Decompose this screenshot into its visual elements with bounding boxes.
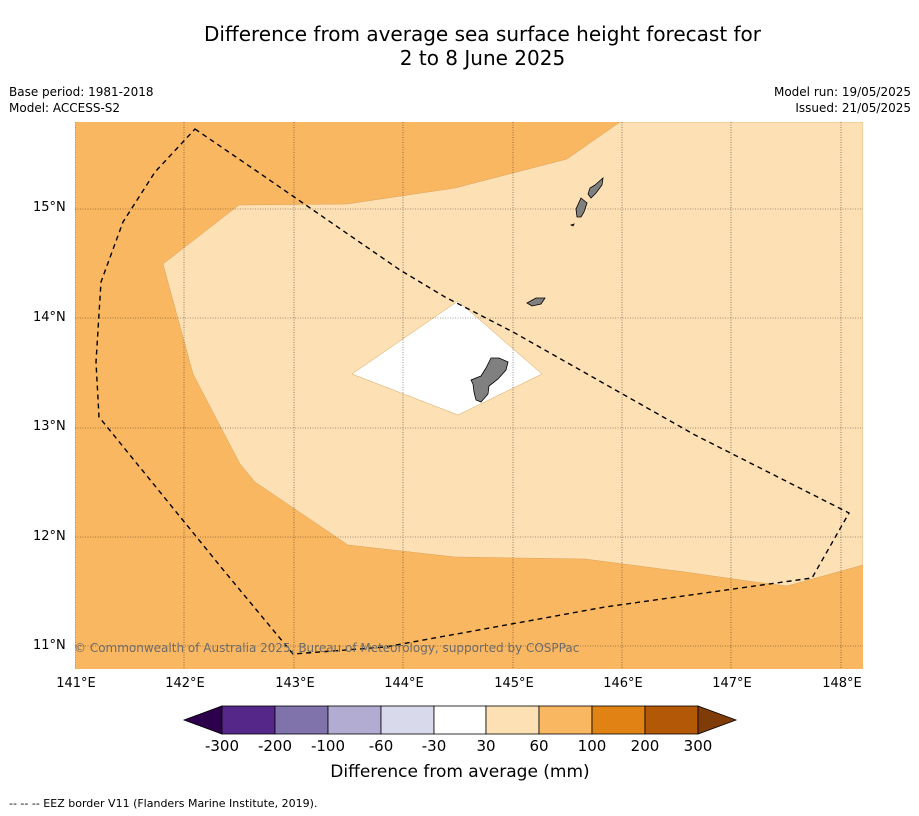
lat-label-13n: 13°N bbox=[33, 419, 66, 434]
lon-label-142e: 142°E bbox=[165, 676, 205, 691]
model-name: Model: ACCESS-S2 bbox=[9, 101, 121, 115]
colorbar-cell-100-200 bbox=[591, 705, 646, 735]
lon-label-148e: 148°E bbox=[822, 676, 862, 691]
grid-lines bbox=[75, 122, 863, 669]
colorbar-cell-above-300 bbox=[697, 705, 738, 735]
meta-left: Base period: 1981-2018 Model: ACCESS-S2 bbox=[9, 84, 154, 116]
colorbar bbox=[182, 705, 738, 735]
eez-border bbox=[95, 128, 850, 655]
lon-label-145e: 145°E bbox=[494, 676, 534, 691]
title-line-2: 2 to 8 June 2025 bbox=[399, 46, 566, 70]
copyright-text: © Commonwealth of Australia 2025, Bureau… bbox=[74, 641, 580, 655]
island-tinian bbox=[575, 197, 588, 218]
colorbar-tick: -300 bbox=[204, 737, 240, 755]
title-line-1: Difference from average sea surface heig… bbox=[203, 22, 762, 46]
lon-label-146e: 146°E bbox=[603, 676, 643, 691]
lon-label-141e: 141°E bbox=[56, 676, 96, 691]
lon-label-143e: 143°E bbox=[275, 676, 315, 691]
lat-label-15n: 15°N bbox=[33, 200, 66, 215]
map-title: Difference from average sea surface heig… bbox=[0, 22, 919, 70]
colorbar-cell-30-60 bbox=[485, 705, 540, 735]
lat-label-14n: 14°N bbox=[33, 310, 66, 325]
island-aguijan bbox=[569, 223, 575, 227]
colorbar-tick: -100 bbox=[310, 737, 346, 755]
colorbar-cell-60-100 bbox=[538, 705, 593, 735]
colorbar-tick: 200 bbox=[630, 737, 660, 755]
lat-label-11n: 11°N bbox=[33, 638, 66, 653]
colorbar-cell-200-300 bbox=[644, 705, 699, 735]
colorbar-tick: 300 bbox=[683, 737, 713, 755]
base-period: Base period: 1981-2018 bbox=[9, 85, 154, 99]
issued-date: Issued: 21/05/2025 bbox=[795, 101, 911, 115]
colorbar-tick: 60 bbox=[529, 737, 549, 755]
colorbar-tick: -30 bbox=[421, 737, 447, 755]
meta-right: Model run: 19/05/2025 Issued: 21/05/2025 bbox=[774, 84, 911, 116]
colorbar-cell-below-300 bbox=[182, 705, 223, 735]
colorbar-tick: 30 bbox=[476, 737, 496, 755]
model-run: Model run: 19/05/2025 bbox=[773, 85, 911, 99]
colorbar-tick: -60 bbox=[368, 737, 394, 755]
colorbar-cell-200-100 bbox=[274, 705, 329, 735]
footnote-eez: -- -- -- EEZ border V11 (Flanders Marine… bbox=[9, 797, 318, 810]
colorbar-cell-100-60 bbox=[327, 705, 382, 735]
map-area bbox=[75, 122, 863, 669]
island-saipan bbox=[587, 176, 604, 199]
colorbar-tick: 100 bbox=[577, 737, 607, 755]
colorbar-cell-300-200 bbox=[221, 705, 276, 735]
colorbar-label: Difference from average (mm) bbox=[330, 762, 590, 782]
lat-label-12n: 12°N bbox=[33, 529, 66, 544]
colorbar-cell-60-30 bbox=[380, 705, 435, 735]
island-guam bbox=[470, 357, 509, 403]
colorbar-tick: -200 bbox=[257, 737, 293, 755]
islands bbox=[470, 176, 604, 403]
lon-label-147e: 147°E bbox=[712, 676, 752, 691]
neutral-region bbox=[351, 300, 543, 416]
island-rota bbox=[526, 297, 546, 307]
colorbar-cell-neutral bbox=[433, 705, 487, 735]
lon-label-144e: 144°E bbox=[384, 676, 424, 691]
